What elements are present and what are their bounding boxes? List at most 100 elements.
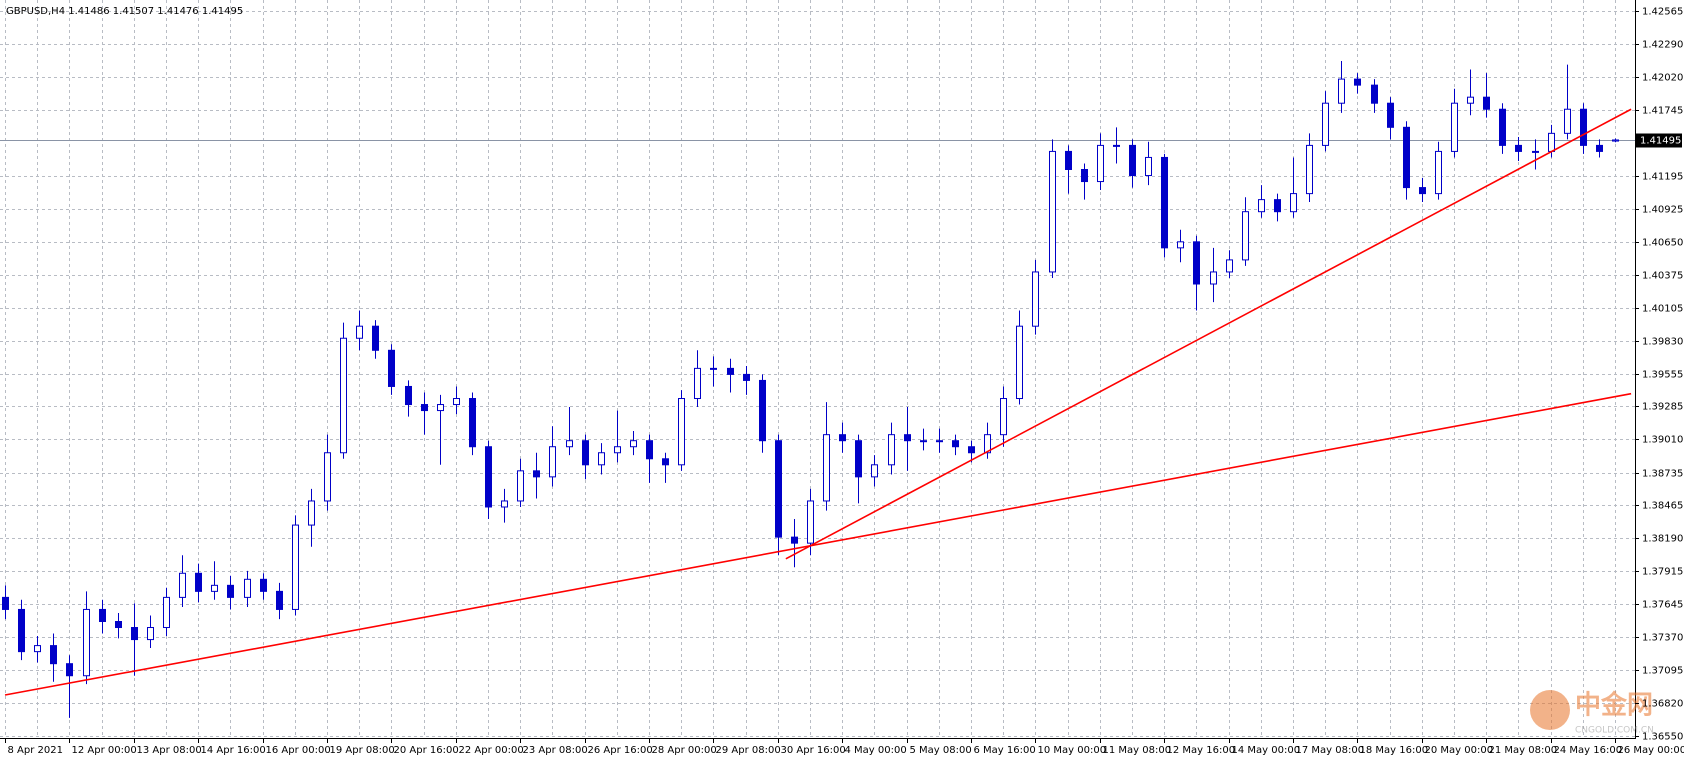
y-tick-label: 1.38465 [1642,501,1683,512]
candle-body [1451,102,1458,152]
candle-body [855,440,862,478]
candle-body [195,572,202,592]
candle-body [405,385,412,406]
y-tick-label: 1.36550 [1642,732,1683,743]
candle-body [1387,102,1394,128]
current-price-label: 1.41495 [1640,136,1681,147]
candle-body [260,578,267,592]
candle-body [1435,150,1442,195]
candle-body [244,578,251,598]
x-tick-label: 4 May 00:00 [845,745,907,756]
candle-body [1354,78,1361,86]
candle-body [1129,144,1136,177]
x-tick-label: 5 May 08:00 [910,745,972,756]
current-price-box [1636,133,1682,148]
candle-body [888,434,895,466]
candle-body [99,608,106,622]
x-tick-label: 23 Apr 08:00 [523,745,588,756]
candle-body [1532,150,1539,153]
candle-body [1065,150,1072,170]
candle-body [517,470,524,502]
candle-body [131,627,138,641]
candle-body [372,325,379,351]
candle-body [791,536,798,544]
y-tick-label: 1.39830 [1642,337,1683,348]
x-tick-label: 12 May 16:00 [1167,745,1236,756]
y-tick-label: 1.37095 [1642,666,1683,677]
candle-body [1145,156,1152,177]
chart-title: GBPUSD,H4 1.41486 1.41507 1.41476 1.4149… [6,6,243,17]
candle-body [179,572,186,598]
candle-body [1193,241,1200,285]
candle-body [662,458,669,466]
candle-body [421,404,428,412]
x-tick-label: 13 Apr 08:00 [137,745,202,756]
candle-body [1242,211,1249,261]
candle-body [276,590,283,610]
candle-body [549,446,556,478]
candle-body [1419,187,1426,195]
y-tick-label: 1.38190 [1642,534,1683,545]
candle-body [1306,144,1313,195]
candle-body [1612,139,1619,142]
marks [0,61,1635,718]
y-tick-label: 1.42020 [1642,73,1683,84]
y-tick-label: 1.40105 [1642,304,1683,315]
y-tick-label: 1.40375 [1642,271,1683,282]
candle-body [598,452,605,466]
candle-body [1467,96,1474,104]
x-tick-label: 20 Apr 16:00 [394,745,459,756]
candle-body [1371,84,1378,104]
candle-body [1564,108,1571,134]
x-tick-label: 17 May 08:00 [1296,745,1365,756]
x-tick-label: 14 Apr 16:00 [201,745,266,756]
candle-body [34,645,41,653]
candle-body [614,446,621,454]
candle-body [1403,126,1410,189]
candle-body [775,440,782,538]
candle-body [984,434,991,454]
candle-body [1548,132,1555,152]
watermark-text: 中金网 [1575,690,1653,721]
x-tick-label: 18 May 16:00 [1360,745,1429,756]
x-tick-label: 11 May 08:00 [1103,745,1172,756]
candle-body [437,404,444,412]
candle-body [566,440,573,448]
candle-body [66,663,73,677]
y-tick-label: 1.37645 [1642,600,1683,611]
x-tick-label: 14 May 00:00 [1232,745,1301,756]
candle-body [1515,144,1522,152]
y-tick-label: 1.38735 [1642,469,1683,480]
trendline [4,392,1632,696]
y-tick-label: 1.39555 [1642,370,1683,381]
candle-body [871,464,878,478]
candle-body [18,608,25,653]
candle-body [1226,259,1233,273]
candle-body [83,608,90,677]
candle-body [340,337,347,454]
candle-body [727,367,734,375]
candle-body [1097,144,1104,183]
candle-body [163,596,170,629]
candle-body [1290,193,1297,213]
candle-body [1081,168,1088,183]
x-tick-label: 21 May 08:00 [1489,745,1558,756]
y-tick-label: 1.42290 [1642,40,1683,51]
y-tick-label: 1.40650 [1642,238,1683,249]
x-tick-label: 22 Apr 00:00 [459,745,524,756]
candle-body [839,434,846,442]
x-tick-label: 28 Apr 00:00 [652,745,717,756]
candle-body [2,596,9,610]
candle-body [115,620,122,629]
candle-body [469,398,476,448]
candle-body [1210,271,1217,285]
candle-body [678,398,685,466]
candle-body [1161,156,1168,249]
candle-body [211,584,218,592]
candle-body [388,349,395,387]
candle-body [147,627,154,641]
x-tick-label: 6 May 16:00 [974,745,1036,756]
candle-body [308,500,315,526]
candle-body [533,470,540,478]
x-tick-label: 10 May 00:00 [1038,745,1107,756]
